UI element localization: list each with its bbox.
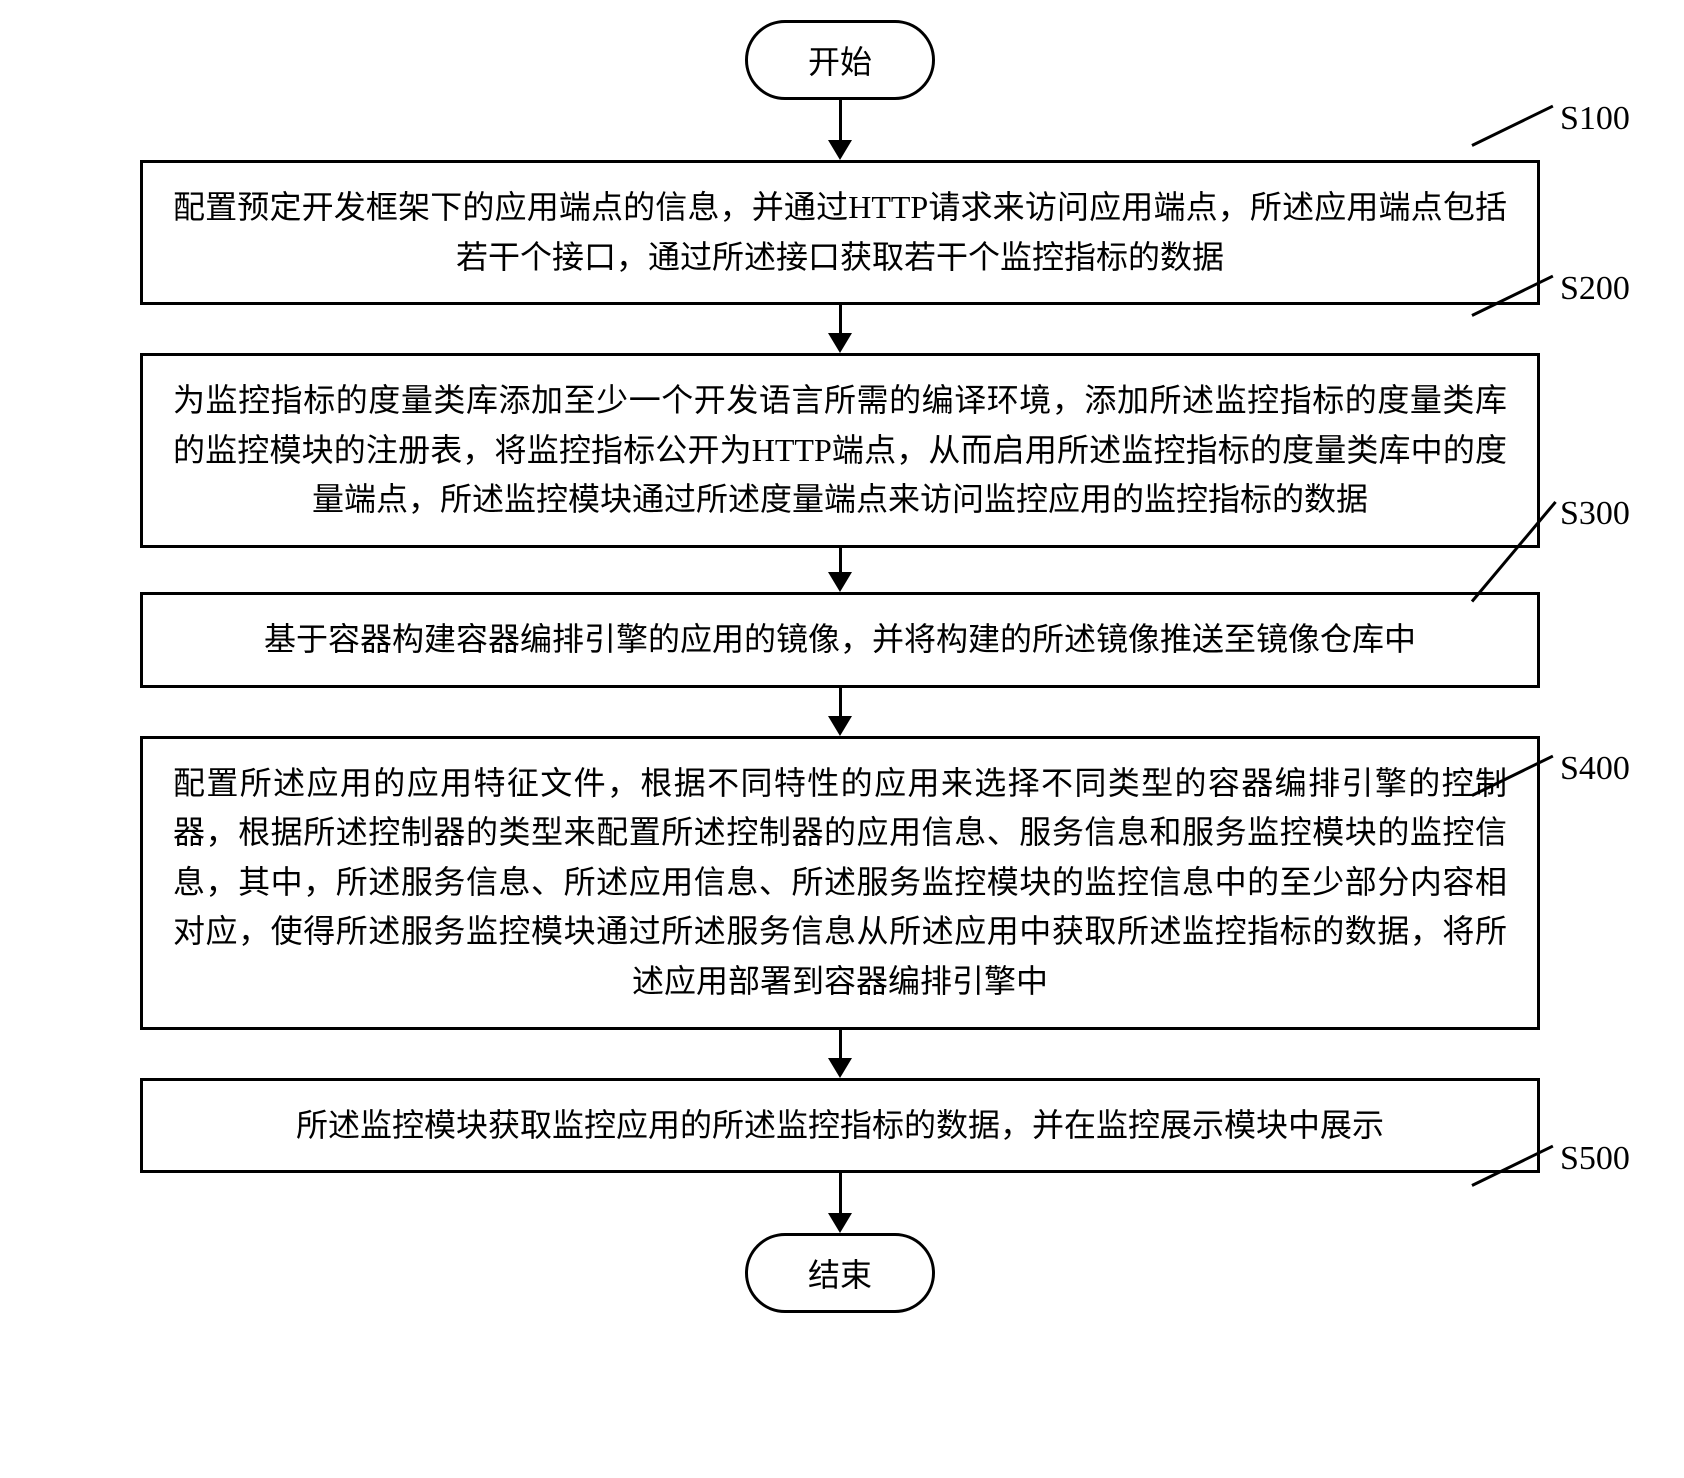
arrow-head (828, 140, 852, 160)
arrow-line (839, 688, 842, 716)
arrow (828, 100, 852, 160)
start-terminator: 开始 (745, 20, 935, 100)
end-terminator: 结束 (745, 1233, 935, 1313)
arrow (828, 688, 852, 736)
flowchart-container: 开始 配置预定开发框架下的应用端点的信息，并通过HTTP请求来访问应用端点，所述… (70, 20, 1610, 1313)
step-s400-box: 配置所述应用的应用特征文件，根据不同特性的应用来选择不同类型的容器编排引擎的控制… (140, 736, 1540, 1030)
arrow-head (828, 1213, 852, 1233)
arrow-line (839, 1173, 842, 1213)
arrow-line (839, 100, 842, 140)
arrow-head (828, 716, 852, 736)
arrow-head (828, 333, 852, 353)
step-label-s100: S100 (1560, 100, 1630, 138)
arrow-line (839, 548, 842, 572)
step-s200-box: 为监控指标的度量类库添加至少一个开发语言所需的编译环境，添加所述监控指标的度量类… (140, 353, 1540, 548)
arrow (828, 1173, 852, 1233)
arrow-head (828, 1058, 852, 1078)
step-label-s300: S300 (1560, 495, 1630, 533)
arrow-line (839, 305, 842, 333)
arrow (828, 305, 852, 353)
step-s500-box: 所述监控模块获取监控应用的所述监控指标的数据，并在监控展示模块中展示 (140, 1078, 1540, 1174)
arrow-head (828, 572, 852, 592)
step-label-s500: S500 (1560, 1140, 1630, 1178)
arrow (828, 1030, 852, 1078)
arrow-line (839, 1030, 842, 1058)
step-label-s200: S200 (1560, 270, 1630, 308)
step-label-s400: S400 (1560, 750, 1630, 788)
arrow (828, 548, 852, 592)
step-s300-box: 基于容器构建容器编排引擎的应用的镜像，并将构建的所述镜像推送至镜像仓库中 (140, 592, 1540, 688)
step-s100-box: 配置预定开发框架下的应用端点的信息，并通过HTTP请求来访问应用端点，所述应用端… (140, 160, 1540, 305)
